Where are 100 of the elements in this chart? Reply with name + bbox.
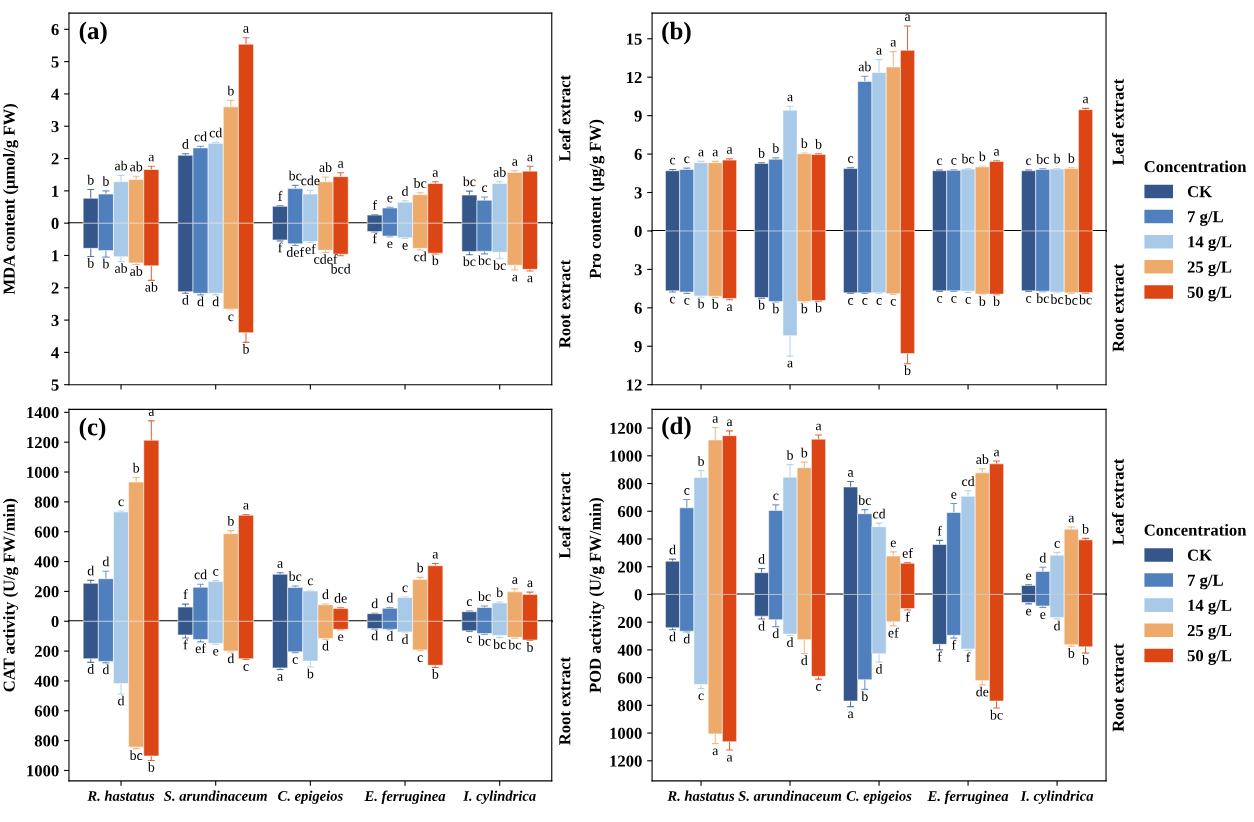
data-label: d — [787, 637, 794, 648]
data-label: de — [976, 686, 989, 697]
y-tick-label: 600 — [34, 705, 59, 717]
data-label: a — [876, 48, 882, 55]
data-label: bc — [493, 639, 506, 650]
x-tick-label: C. epigeios — [846, 790, 912, 804]
chart-title: (d) — [662, 416, 691, 440]
y-tick-label: 200 — [618, 561, 642, 573]
data-label: cd — [209, 127, 223, 138]
data-label: a — [712, 748, 719, 756]
data-label: ef — [888, 627, 899, 638]
data-label: a — [993, 149, 1000, 156]
data-label: a — [787, 94, 793, 102]
data-label: a — [847, 711, 854, 719]
y-tick-label: 0 — [51, 217, 59, 230]
data-label: c — [890, 299, 896, 306]
data-label: a — [726, 147, 733, 154]
data-label: b — [697, 456, 704, 466]
data-label: ab — [114, 160, 128, 171]
data-label: d — [876, 663, 883, 674]
data-label: c — [1054, 541, 1060, 548]
data-label: a — [148, 154, 155, 162]
y-tick-label: 9 — [634, 110, 642, 122]
data-label: a — [726, 754, 733, 762]
data-label: b — [242, 343, 249, 354]
data-label: bc — [288, 170, 302, 181]
chart-title: (b) — [662, 21, 691, 45]
data-label: c — [118, 499, 124, 507]
data-label: c — [228, 314, 234, 322]
data-label: d — [1054, 620, 1061, 631]
data-label: cde — [301, 175, 320, 186]
y-tick-label: 1 — [52, 250, 59, 262]
data-label: bc — [493, 260, 506, 271]
data-label: f — [278, 190, 283, 201]
data-label: c — [402, 585, 408, 593]
data-label: a — [432, 551, 439, 559]
chart-title: (a) — [79, 21, 107, 45]
data-label: bc — [477, 255, 491, 266]
data-label: a — [243, 26, 249, 33]
data-label: bc — [989, 709, 1003, 720]
data-label: e — [213, 648, 219, 656]
y-tick-label: 400 — [617, 644, 642, 656]
data-label: d — [402, 186, 409, 196]
data-label: b — [711, 299, 719, 309]
legend-label: 50 g/L — [1187, 286, 1232, 302]
y-tick-label: 1200 — [27, 436, 59, 449]
data-label: b — [87, 258, 94, 268]
legend-label: CK — [1187, 549, 1212, 561]
data-label: d — [212, 296, 219, 307]
data-label: d — [1039, 552, 1047, 563]
text: Leaf extract — [558, 74, 571, 162]
data-label: ab — [319, 162, 332, 173]
y-tick-label: 5 — [51, 379, 59, 391]
data-label: b — [227, 85, 234, 96]
x-tick-label: E. ferruginea — [364, 790, 446, 804]
data-label: b — [758, 299, 765, 310]
y-tick-label: 6 — [634, 302, 642, 314]
y-tick-label: 12 — [627, 71, 642, 83]
x-tick-label: S. arundinaceum — [164, 790, 267, 801]
data-label: f — [372, 199, 378, 210]
data-label: b — [758, 148, 765, 158]
data-label: c — [417, 655, 423, 663]
data-label: bc — [1036, 293, 1049, 304]
data-label: a — [847, 470, 854, 477]
data-label: bc — [508, 639, 521, 650]
data-label: b — [800, 303, 808, 314]
data-label: cd — [414, 251, 427, 262]
text: Leaf extract — [1111, 458, 1124, 545]
y-axis-title: POD activity (U/g FW/min) — [589, 497, 605, 693]
data-label: a — [277, 674, 283, 681]
data-label: b — [815, 139, 822, 149]
y-tick-label: 0 — [634, 225, 642, 237]
y-tick-label: 800 — [34, 496, 59, 508]
data-label: a — [787, 360, 793, 368]
data-label: a — [815, 423, 822, 431]
data-label: d — [322, 589, 329, 600]
data-label: f — [951, 639, 957, 650]
data-label: f — [372, 233, 378, 244]
data-label: ab — [114, 263, 128, 273]
y-tick-label: 2 — [51, 282, 59, 294]
y-tick-label: 2 — [51, 153, 59, 165]
data-label: e — [338, 634, 344, 642]
data-label: d — [197, 296, 204, 307]
y-tick-label: 3 — [634, 187, 642, 199]
data-label: c — [965, 297, 971, 304]
x-tick-label: E. ferruginea — [927, 790, 1009, 804]
data-label: b — [431, 669, 439, 679]
data-label: e — [402, 243, 408, 250]
y-tick-label: 600 — [34, 526, 59, 538]
data-label: bc — [858, 495, 871, 505]
data-label: c — [848, 298, 854, 305]
data-label: bc — [1050, 294, 1064, 305]
legend-title: Concentration — [1144, 523, 1247, 536]
y-tick-label: 1000 — [610, 450, 642, 462]
data-label: e — [951, 492, 957, 499]
legend-label: 25 g/L — [1187, 624, 1232, 640]
data-label: d — [772, 628, 780, 639]
data-label: de — [334, 593, 347, 603]
data-label: a — [512, 274, 518, 282]
data-label: f — [905, 611, 910, 622]
